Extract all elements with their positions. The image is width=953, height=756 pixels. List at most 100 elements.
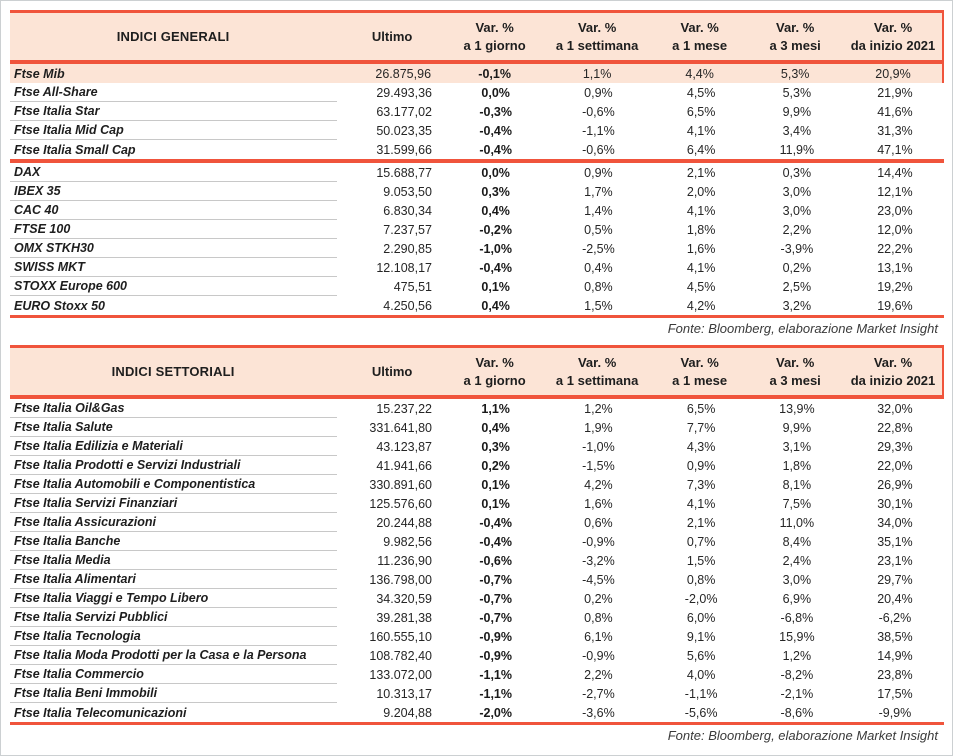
var-pct-value: 0,0%	[481, 85, 510, 100]
var-pct-value: -0,9%	[582, 534, 615, 549]
var-pct-value: 29,3%	[877, 439, 913, 454]
ultimo-value: 6.830,34	[383, 203, 432, 218]
var-pct-value: 14,9%	[877, 648, 913, 663]
var-pct-value: 4,3%	[686, 439, 716, 454]
index-name: DAX	[10, 163, 337, 182]
var-pct-value: -0,2%	[479, 222, 512, 237]
table-row: IBEX 35 9.053,50 0,3% 1,7% 2,0% 3,0% 12,1%	[10, 182, 944, 201]
column-header-var-line2: a 3 mesi	[769, 372, 821, 388]
table-row: Ftse Italia Media 11.236,90 -0,6% -3,2% 1,5%…	[10, 551, 944, 570]
table-row: Ftse Italia Mid Cap 50.023,35 -0,4% -1,1% 4,…	[10, 121, 944, 140]
var-pct-value: 13,1%	[877, 260, 913, 275]
var-pct-value: 1,5%	[686, 553, 716, 568]
var-pct-value: 9,9%	[782, 104, 812, 119]
var-pct-value: -0,4%	[479, 534, 512, 549]
table-row: Ftse Italia Moda Prodotti per la Casa e …	[10, 646, 944, 665]
ultimo-value: 10.313,17	[376, 686, 432, 701]
table-row: Ftse Italia Edilizia e Materiali 43.123,8…	[10, 437, 944, 456]
index-name: Ftse Italia Assicurazioni	[10, 513, 337, 532]
ultimo-value: 9.053,50	[383, 184, 432, 199]
var-pct-value: 3,4%	[782, 123, 812, 138]
column-header-var: Var. % a 1 giorno	[448, 19, 541, 55]
column-header-var-line1: Var. %	[577, 19, 617, 35]
var-pct-value: 0,2%	[584, 591, 613, 606]
var-pct-value: 4,1%	[686, 496, 716, 511]
index-name: Ftse Italia Banche	[10, 532, 337, 551]
index-name: Ftse Italia Viaggi e Tempo Libero	[10, 589, 337, 608]
var-pct-value: 34,0%	[877, 515, 913, 530]
column-header-var: Var. % da inizio 2021	[844, 19, 942, 55]
ultimo-value: 108.782,40	[369, 648, 432, 663]
var-pct-value: 13,9%	[779, 401, 815, 416]
var-pct-value: -0,4%	[479, 142, 512, 157]
ultimo-value: 331.641,80	[369, 420, 432, 435]
var-pct-value: 2,2%	[782, 222, 812, 237]
var-pct-value: 6,0%	[686, 610, 716, 625]
index-name: Ftse Italia Moda Prodotti per la Casa e …	[10, 646, 337, 665]
var-pct-value: 0,1%	[481, 279, 510, 294]
ultimo-value: 12.108,17	[376, 260, 432, 275]
var-pct-value: 2,1%	[686, 515, 716, 530]
ultimo-value: 9.204,88	[383, 705, 432, 720]
var-pct-value: 1,5%	[584, 298, 613, 313]
var-pct-value: 4,2%	[686, 298, 716, 313]
var-pct-value: -2,0%	[479, 705, 512, 720]
var-pct-value: 0,4%	[481, 420, 510, 435]
table-row: Ftse Italia Prodotti e Servizi Industria…	[10, 456, 944, 475]
var-pct-value: 1,1%	[582, 66, 612, 81]
var-pct-value: 6,4%	[686, 142, 716, 157]
var-pct-value: 0,8%	[686, 572, 716, 587]
var-pct-value: 0,4%	[481, 298, 510, 313]
var-pct-value: 0,9%	[584, 165, 613, 180]
ultimo-value: 125.576,60	[369, 496, 432, 511]
var-pct-value: 47,1%	[877, 142, 913, 157]
var-pct-value: 3,0%	[782, 572, 812, 587]
var-pct-value: 0,6%	[584, 515, 613, 530]
ultimo-value: 50.023,35	[376, 123, 432, 138]
column-header-var-line2: a 1 settimana	[555, 372, 639, 388]
ultimo-value: 9.982,56	[383, 534, 432, 549]
ultimo-value: 330.891,60	[369, 477, 432, 492]
var-pct-value: -8,2%	[780, 667, 814, 682]
var-pct-value: 1,8%	[782, 458, 812, 473]
table-row: Ftse Italia Tecnologia 160.555,10 -0,9% 6,1…	[10, 627, 944, 646]
table-row: SWISS MKT 12.108,17 -0,4% 0,4% 4,1% 0,2% 13,1%	[10, 258, 944, 277]
var-pct-value: -0,3%	[479, 104, 512, 119]
ultimo-value: 41.941,66	[376, 458, 432, 473]
index-name: Ftse Italia Oil&Gas	[10, 399, 337, 418]
var-pct-value: 2,4%	[782, 553, 812, 568]
var-pct-value: 1,4%	[584, 203, 613, 218]
var-pct-value: 0,2%	[782, 260, 812, 275]
column-header-var-line1: Var. %	[775, 19, 815, 35]
ultimo-value: 7.237,57	[383, 222, 432, 237]
var-pct-value: 0,4%	[584, 260, 613, 275]
header-double-rule	[10, 60, 944, 64]
ultimo-value: 4.250,56	[383, 298, 432, 313]
ultimo-value: 63.177,02	[376, 104, 432, 119]
var-pct-value: 0,7%	[686, 534, 716, 549]
var-pct-value: 0,9%	[686, 458, 716, 473]
index-name: Ftse Italia Star	[10, 102, 337, 121]
table-row: Ftse All-Share 29.493,36 0,0% 0,9% 4,5% 5,3% 2…	[10, 83, 944, 102]
ultimo-value: 31.599,66	[376, 142, 432, 157]
index-name: OMX STKH30	[10, 239, 337, 258]
var-pct-value: 3,0%	[782, 203, 812, 218]
var-pct-value: 4,5%	[686, 279, 716, 294]
var-pct-value: 23,0%	[877, 203, 913, 218]
var-pct-value: 32,0%	[877, 401, 913, 416]
index-name: STOXX Europe 600	[10, 277, 337, 296]
var-pct-value: 6,5%	[686, 401, 716, 416]
var-pct-value: 0,3%	[481, 184, 510, 199]
index-name: FTSE 100	[10, 220, 337, 239]
table-row: Ftse Italia Salute 331.641,80 0,4% 1,9% 7,7%…	[10, 418, 944, 437]
index-name: Ftse All-Share	[10, 83, 337, 102]
index-name: Ftse Italia Edilizia e Materiali	[10, 437, 337, 456]
column-header-var-line1: Var. %	[680, 354, 719, 370]
ultimo-value: 39.281,38	[376, 610, 432, 625]
var-pct-value: 2,0%	[686, 184, 716, 199]
ultimo-value: 2.290,85	[383, 241, 432, 256]
table-row: Ftse Italia Commercio 133.072,00 -1,1% 2,2%…	[10, 665, 944, 684]
var-pct-value: -1,1%	[684, 686, 718, 701]
var-pct-value: 0,3%	[481, 439, 510, 454]
var-pct-value: 22,8%	[877, 420, 913, 435]
